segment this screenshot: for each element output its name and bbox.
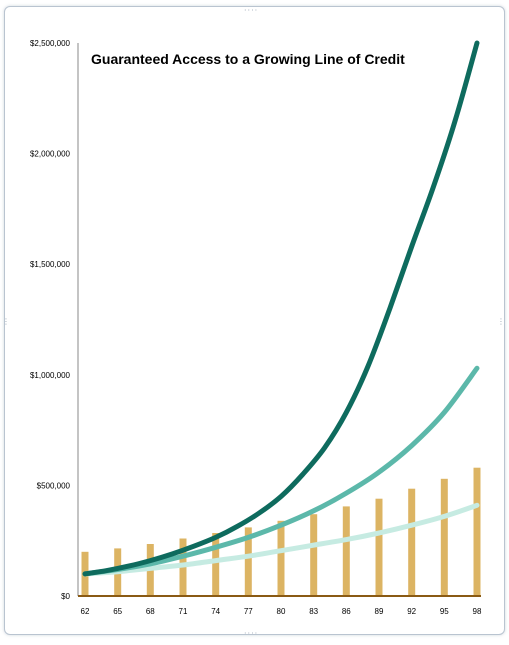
x-tick-label: 68 [146, 607, 155, 616]
right-resize-handle[interactable]: ⋮ [497, 317, 506, 326]
x-tick-label: 71 [179, 607, 188, 616]
x-tick-label: 95 [440, 607, 449, 616]
y-tick-label: $2,500,000 [30, 39, 71, 48]
bar-77 [244, 527, 252, 596]
bar-74 [212, 533, 220, 596]
x-tick-label: 86 [342, 607, 351, 616]
x-ticks-layer: 62 65 68 71 74 77 80 83 86 89 92 95 98 [81, 607, 482, 616]
x-tick-label: 92 [407, 607, 416, 616]
series-line-3 [82, 502, 480, 577]
x-tick-label: 74 [211, 607, 220, 616]
x-tick-label: 80 [277, 607, 286, 616]
bar-89 [375, 498, 383, 596]
y-tick-label: $500,000 [37, 481, 71, 490]
bar-95 [440, 478, 448, 596]
x-tick-label: 89 [375, 607, 384, 616]
bar-86 [342, 506, 350, 596]
series-line-1 [82, 40, 480, 577]
series-line-2 [82, 365, 480, 577]
y-ticks-layer: $0 $500,000 $1,000,000 $1,500,000 $2,000,000… [30, 39, 71, 601]
x-tick-label: 62 [81, 607, 90, 616]
x-tick-label: 77 [244, 607, 253, 616]
bottom-resize-handle[interactable]: ···· [244, 629, 259, 638]
bar-80 [277, 520, 285, 596]
lines-layer [82, 40, 480, 577]
left-resize-handle[interactable]: ⋮ [2, 317, 11, 326]
y-tick-label: $0 [61, 592, 70, 601]
top-resize-handle[interactable]: ···· [244, 6, 259, 15]
x-tick-label: 98 [473, 607, 482, 616]
chart-title: Guaranteed Access to a Growing Line of C… [91, 51, 405, 67]
y-tick-label: $2,000,000 [30, 150, 71, 159]
x-tick-label: 65 [113, 607, 122, 616]
bar-83 [310, 514, 318, 596]
x-tick-label: 83 [309, 607, 318, 616]
chart-frame [4, 6, 505, 635]
y-tick-label: $1,500,000 [30, 260, 71, 269]
bars-layer [81, 467, 481, 596]
y-tick-label: $1,000,000 [30, 371, 71, 380]
bar-92 [408, 488, 416, 596]
bar-98 [473, 467, 481, 596]
